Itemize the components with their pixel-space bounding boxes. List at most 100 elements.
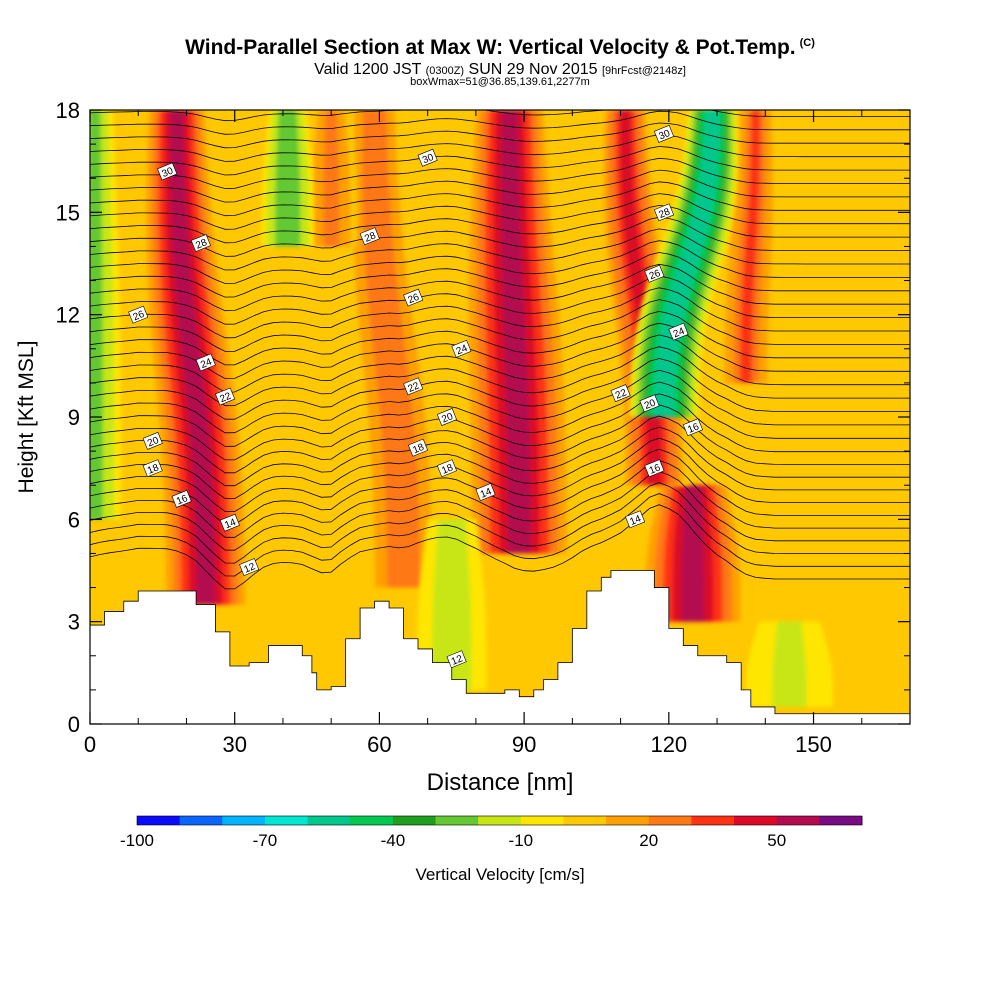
axes: 0 30 60 90 120 150 0 3 6 9 12 15 18 — [56, 98, 911, 757]
colorbar-swatch-12 — [606, 816, 650, 825]
isentrope-37 — [90, 88, 910, 108]
colorbar-swatch-3 — [222, 816, 266, 825]
isentrope-9 — [90, 415, 910, 487]
colorbar-tick-label-20: 20 — [639, 831, 658, 850]
svg-text:22: 22 — [614, 387, 629, 402]
colorbar-tick-label--100: -100 — [120, 831, 154, 850]
contour-label-16: 20 — [142, 431, 163, 450]
colorbar-tick-label--70: -70 — [253, 831, 278, 850]
contour-label-21: 18 — [436, 459, 457, 478]
isentrope-26 — [90, 216, 910, 257]
x-tick-label-0: 0 — [84, 732, 96, 757]
svg-text:30: 30 — [657, 128, 672, 143]
isentrope-19 — [90, 299, 910, 352]
updraft-cell-1 — [143, 110, 250, 605]
svg-text:18: 18 — [440, 462, 455, 477]
colorbar-swatch-9 — [478, 816, 522, 825]
colorbar-swatch-2 — [179, 816, 223, 825]
svg-text:22: 22 — [218, 391, 233, 406]
isentrope-5 — [90, 459, 910, 538]
isentrope-7 — [90, 437, 910, 512]
vertical-velocity-field — [90, 110, 910, 724]
colorbar-tick-label-50: 50 — [767, 831, 786, 850]
contour-label-14: 22 — [403, 377, 424, 396]
y-tick-label-0: 0 — [68, 712, 80, 737]
valid-date: SUN 29 Nov 2015 — [468, 61, 598, 78]
isentrope-34 — [90, 122, 910, 149]
valid-time-zulu: (0300Z) — [425, 65, 465, 77]
contour-label-22: 16 — [171, 489, 192, 508]
isentrope-23 — [90, 252, 910, 298]
isentrope-15 — [90, 346, 910, 407]
svg-text:24: 24 — [455, 343, 470, 358]
downdraft-cell-9 — [261, 110, 314, 247]
svg-text:20: 20 — [146, 435, 161, 450]
y-tick-label-18: 18 — [56, 98, 80, 123]
contour-label-6: 28 — [653, 203, 675, 222]
forecast-info: [9hrFcst@2148z] — [601, 65, 686, 77]
svg-text:14: 14 — [479, 486, 494, 501]
colorbar-swatch-1 — [137, 816, 181, 825]
downdraft-cell-10 — [629, 110, 739, 417]
colorbar-swatch-13 — [648, 816, 692, 825]
colorbar-label: Vertical Velocity [cm/s] — [415, 865, 584, 884]
colorbar-swatch-7 — [392, 816, 437, 825]
x-tick-label-30: 30 — [222, 732, 246, 757]
svg-text:28: 28 — [194, 237, 209, 252]
isentrope-31 — [90, 157, 910, 189]
x-tick-label-150: 150 — [795, 732, 832, 757]
svg-text:16: 16 — [686, 421, 701, 436]
contour-label-19: 18 — [142, 459, 163, 478]
svg-text:18: 18 — [411, 442, 426, 457]
isentrope-1 — [90, 504, 910, 590]
isentrope-8 — [90, 426, 910, 499]
isentrope-10 — [90, 404, 910, 474]
colorbar-swatch-5 — [307, 816, 351, 825]
isentrope-11 — [90, 393, 910, 461]
y-tick-label-9: 9 — [68, 405, 80, 430]
copyright-mark: (C) — [799, 37, 815, 49]
isentrope-35 — [90, 110, 910, 135]
colorbar-swatch-4 — [264, 816, 309, 825]
svg-text:20: 20 — [440, 411, 455, 426]
isentrope-12 — [90, 381, 910, 447]
isentrope-21 — [90, 275, 910, 325]
contour-label-1: 30 — [157, 162, 178, 181]
svg-text:18: 18 — [146, 462, 161, 477]
svg-text:22: 22 — [407, 380, 422, 395]
contour-label-29: 12 — [446, 650, 467, 669]
contour-label-15: 22 — [610, 384, 631, 403]
contour-label-25: 14 — [219, 513, 240, 532]
chart-title: Wind-Parallel Section at Max W: Vertical… — [0, 36, 1000, 60]
isentrope-27 — [90, 204, 910, 244]
svg-text:26: 26 — [407, 292, 422, 307]
contour-label-23: 16 — [644, 459, 665, 478]
isentrope-36 — [90, 110, 910, 122]
updraft-cell-7 — [305, 110, 358, 247]
colorbar-swatch-16 — [776, 816, 820, 825]
isentrope-14 — [90, 358, 910, 420]
svg-text:16: 16 — [175, 493, 190, 508]
isentrope-33 — [90, 134, 910, 162]
isentrope-29 — [90, 181, 910, 217]
contour-labels: 30 30 30 28 28 28 26 26 26 24 24 24 22 22 22 20 20 20 18 18… — [128, 124, 703, 669]
contour-label-3: 30 — [653, 124, 675, 143]
contour-label-28: 12 — [239, 558, 260, 577]
contour-label-9: 26 — [644, 264, 665, 283]
isentrope-38 — [90, 76, 910, 94]
chart-title-main: Wind-Parallel Section at Max W: Vertical… — [185, 36, 796, 59]
terrain-mask — [89, 570, 911, 725]
isentrope-24 — [90, 240, 910, 284]
y-tick-label-3: 3 — [68, 610, 80, 635]
x-tick-label-60: 60 — [367, 732, 391, 757]
isentrope-20 — [90, 287, 910, 339]
svg-text:30: 30 — [421, 152, 436, 167]
isentrope-18 — [90, 310, 910, 366]
isentrope-17 — [90, 322, 910, 379]
colorbar-tick-label--10: -10 — [509, 831, 534, 850]
updraft-cell-4 — [640, 485, 746, 622]
colorbar: -100 -70 -40 -10 20 50 — [120, 815, 863, 850]
contour-label-24: 16 — [682, 418, 703, 437]
y-tick-label-6: 6 — [68, 507, 80, 532]
isentrope-28 — [90, 193, 910, 230]
